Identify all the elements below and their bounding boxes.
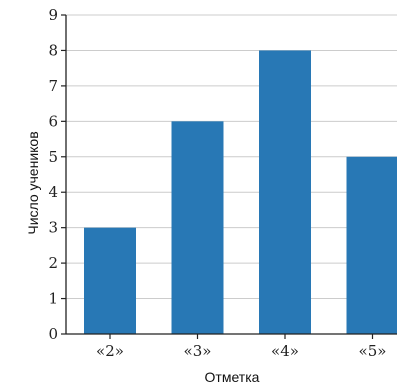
- y-tick-label: 8: [48, 41, 58, 59]
- bar-1: [84, 227, 136, 334]
- y-tick-label: 1: [48, 290, 58, 308]
- y-tick-label: 5: [48, 148, 58, 166]
- bar-3: [259, 50, 311, 334]
- bar-2: [171, 121, 224, 334]
- bar-4: [346, 156, 397, 334]
- y-tick-label: 7: [48, 77, 58, 95]
- x-tick-label: «3»: [184, 342, 212, 360]
- x-ticks: «2» «3» «4» «5»: [96, 334, 386, 360]
- y-axis-title: Число учеников: [25, 131, 41, 234]
- y-tick-label: 3: [48, 219, 58, 237]
- x-tick-label: «2»: [96, 342, 124, 360]
- y-tick-label: 4: [48, 183, 58, 201]
- x-axis-title: Отметка: [205, 369, 260, 385]
- y-tick-label: 6: [48, 112, 58, 130]
- x-tick-label: «4»: [271, 342, 299, 360]
- y-tick-label: 9: [48, 6, 58, 24]
- x-tick-label: «5»: [359, 342, 387, 360]
- y-tick-label: 2: [48, 254, 58, 272]
- y-ticks: 0 1 2 3 4 5 6 7 8 9: [48, 6, 66, 343]
- axes: [65, 15, 397, 335]
- y-tick-label: 0: [48, 325, 58, 343]
- bars: [84, 50, 397, 334]
